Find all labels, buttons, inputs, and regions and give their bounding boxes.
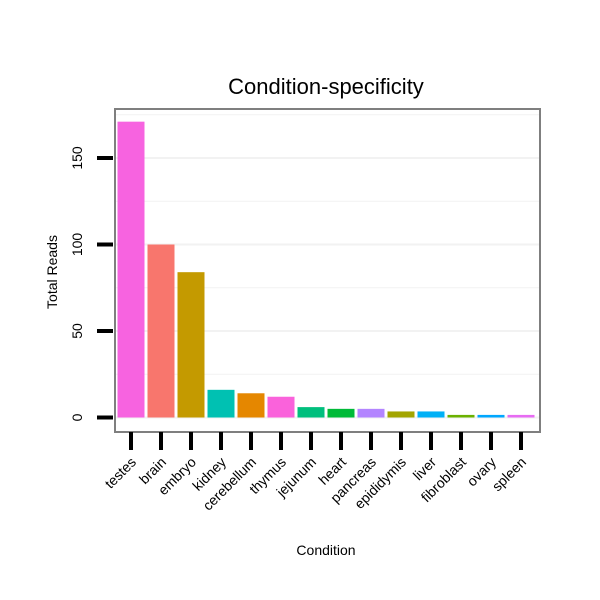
x-axis: testesbrainembryokidneycerebellumthymusj… [101,432,529,514]
bar-brain [147,244,175,418]
y-tick-label: 100 [69,233,85,257]
bar-ovary [477,414,505,418]
bar-jejunum [297,407,325,418]
y-tick-label: 50 [69,323,85,339]
bar-fibroblast [447,414,475,418]
x-axis-title: Condition [296,542,355,558]
bar-liver [417,411,445,418]
bar-kidney [207,389,235,418]
chart-title: Condition-specificity [228,74,424,99]
bar-epididymis [387,411,415,418]
x-tick-label-testes: testes [101,454,139,492]
bar-heart [327,408,355,418]
bar-spleen [507,414,535,418]
bar-testes [117,121,145,418]
y-axis-title: Total Reads [44,235,60,309]
bar-embryo [177,272,205,418]
x-tick-label-spleen: spleen [489,454,529,494]
y-tick-label: 150 [69,146,85,170]
y-tick-label: 0 [69,413,85,421]
bar-cerebellum [237,393,265,418]
bar-pancreas [357,408,385,418]
bar-thymus [267,396,295,418]
bars [117,121,535,418]
plot-border [114,108,541,433]
y-axis: 0 50 100 150 [69,146,113,421]
